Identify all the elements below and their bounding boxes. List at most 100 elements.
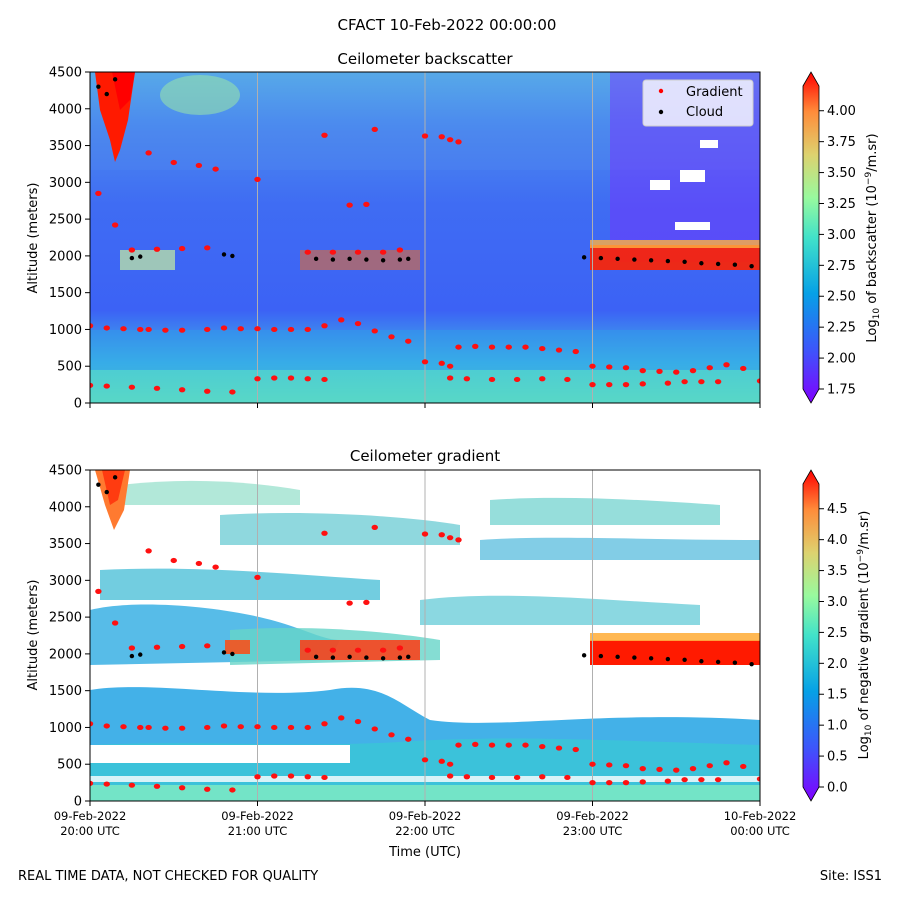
gradient-point bbox=[446, 363, 454, 369]
cloud-point bbox=[230, 253, 235, 259]
gradient-point bbox=[195, 162, 203, 169]
gradient-point bbox=[321, 530, 328, 536]
gradient-point bbox=[371, 328, 378, 334]
gradient-title: Ceilometer gradient bbox=[350, 447, 500, 465]
gradient-gridlines bbox=[257, 470, 593, 801]
gradient-point bbox=[606, 382, 613, 388]
gradient-point bbox=[488, 376, 496, 383]
gradient-point bbox=[421, 359, 429, 365]
colorbar-tick-label: 1.0 bbox=[827, 719, 848, 734]
x-tick-date: 09-Feb-2022 bbox=[556, 809, 629, 823]
gradient-point bbox=[254, 724, 261, 730]
gradient-point bbox=[229, 787, 236, 793]
gradient-point bbox=[714, 379, 722, 385]
y-tick-label: 1500 bbox=[49, 286, 82, 301]
backscatter-title: Ceilometer backscatter bbox=[337, 50, 513, 68]
cloud-point bbox=[715, 261, 721, 267]
cloud-point bbox=[330, 655, 336, 660]
gradient-point bbox=[178, 387, 186, 393]
gradient-point bbox=[128, 247, 136, 253]
cloud-point bbox=[221, 252, 227, 257]
y-tick-label: 3000 bbox=[49, 574, 82, 589]
gradient-point bbox=[120, 724, 127, 730]
gradient-point bbox=[287, 773, 295, 779]
gradient-point bbox=[254, 176, 261, 182]
colorbar-tick-label: 1.75 bbox=[827, 383, 856, 398]
gradient-point bbox=[204, 326, 211, 333]
gradient-point bbox=[204, 388, 211, 394]
colorbar-tick-label: 4.00 bbox=[827, 104, 856, 119]
gradient-point bbox=[95, 588, 102, 594]
cloud-point bbox=[104, 489, 109, 495]
cloud-point bbox=[138, 652, 143, 657]
gradient-point bbox=[379, 249, 387, 255]
gradient-point bbox=[271, 375, 278, 381]
gradient-point bbox=[321, 774, 328, 781]
cloud-point bbox=[682, 657, 687, 662]
gradient-colorbar-label: Log10 of negative gradient (10−9/m.sr) bbox=[856, 511, 874, 760]
figure-suptitle: CFACT 10-Feb-2022 00:00:00 bbox=[338, 16, 557, 34]
gradient-point bbox=[346, 202, 353, 208]
gradient-point bbox=[220, 723, 228, 729]
y-tick-label: 2000 bbox=[49, 647, 82, 662]
x-tick-time: 20:00 UTC bbox=[60, 824, 120, 838]
gradient-point bbox=[421, 531, 429, 537]
gradient-point bbox=[321, 323, 328, 329]
gradient-point bbox=[396, 645, 404, 651]
gradient-point bbox=[513, 774, 521, 781]
gradient-point bbox=[589, 382, 596, 388]
cloud-point bbox=[221, 650, 227, 655]
y-tick-label: 0 bbox=[74, 397, 82, 412]
gradient-point bbox=[446, 137, 454, 143]
gradient-point bbox=[446, 761, 454, 767]
gradient-point bbox=[178, 785, 186, 791]
gradient-cloud-points bbox=[96, 475, 754, 667]
gradient-point bbox=[170, 159, 177, 166]
gradient-point bbox=[321, 376, 328, 383]
cloud-point bbox=[330, 257, 336, 262]
gradient-point bbox=[271, 773, 278, 779]
gradient-point bbox=[740, 365, 747, 372]
gradient-point bbox=[539, 376, 546, 382]
gradient-point bbox=[287, 375, 295, 381]
y-tick-label: 2000 bbox=[49, 249, 82, 264]
cloud-point bbox=[129, 255, 135, 261]
gradient-point bbox=[371, 524, 378, 530]
gradient-point bbox=[111, 620, 119, 626]
colorbar-tick-label: 4.0 bbox=[827, 533, 848, 548]
cloud-point bbox=[665, 258, 671, 264]
y-tick-label: 1500 bbox=[49, 684, 82, 699]
colorbar-tick-label: 0.0 bbox=[827, 781, 848, 796]
gradient-point bbox=[572, 348, 579, 355]
y-tick-label: 4000 bbox=[49, 102, 82, 117]
gradient-point bbox=[622, 382, 630, 388]
gradient-point bbox=[95, 190, 102, 196]
cloud-point bbox=[364, 257, 369, 262]
gradient-point bbox=[438, 532, 445, 538]
gradient-point bbox=[639, 766, 646, 772]
backscatter-x-tickmarks bbox=[89, 403, 761, 408]
gradient-point bbox=[379, 647, 387, 653]
gradient-point bbox=[555, 347, 563, 353]
y-tick-label: 1000 bbox=[49, 721, 82, 736]
gradient-point bbox=[539, 774, 546, 780]
gradient-point bbox=[195, 560, 203, 567]
gradient-point bbox=[103, 781, 110, 787]
gradient-point bbox=[90, 382, 94, 388]
gradient-point bbox=[271, 724, 278, 731]
cloud-point bbox=[699, 659, 704, 664]
gradient-point bbox=[681, 379, 688, 385]
gradient-point bbox=[689, 766, 697, 772]
cloud-point bbox=[96, 482, 101, 487]
gradient-point bbox=[505, 742, 512, 748]
backscatter-cloud-points bbox=[96, 77, 754, 269]
gradient-point bbox=[421, 757, 429, 763]
gradient-point bbox=[706, 365, 713, 371]
y-tick-label: 2500 bbox=[49, 611, 82, 626]
cloud-point bbox=[615, 654, 620, 660]
gradient-point bbox=[304, 647, 311, 653]
footer-disclaimer: REAL TIME DATA, NOT CHECKED FOR QUALITY bbox=[18, 869, 319, 884]
backscatter-gradient-points bbox=[90, 126, 760, 395]
cloud-point bbox=[347, 256, 352, 262]
backscatter-colorbar-label: Log10 of backscatter (10−9/m.sr) bbox=[864, 133, 882, 342]
